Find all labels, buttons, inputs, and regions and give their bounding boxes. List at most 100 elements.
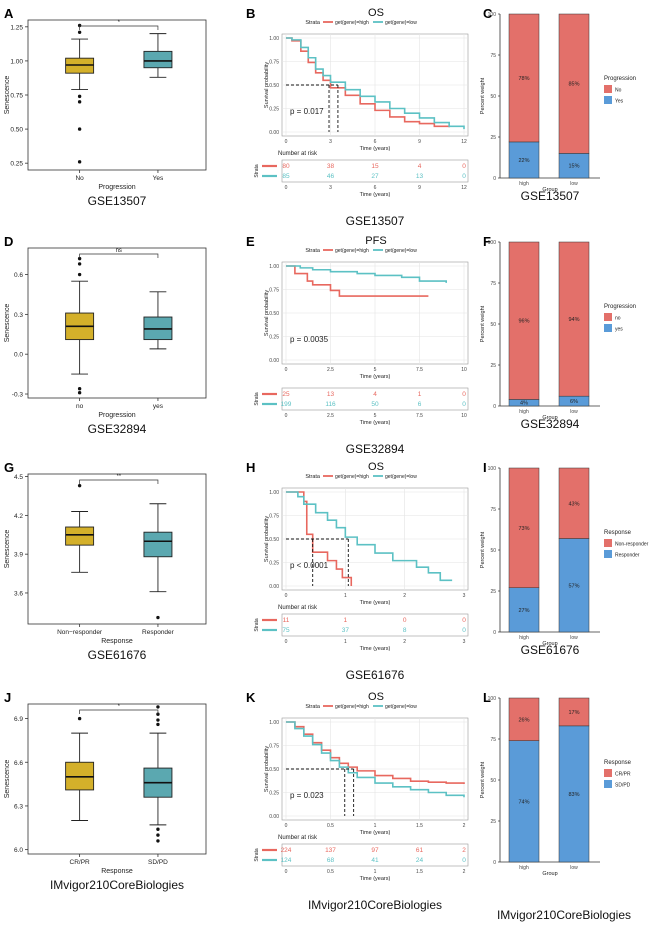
bar-x-tick-label: high: [519, 635, 529, 641]
bar-y-tick-label: 25: [490, 589, 496, 595]
significance-label: *: [118, 20, 121, 26]
bar-x-axis-title: Group: [542, 871, 557, 877]
box-panel-frame: [27, 19, 207, 171]
km-curve-high: [286, 37, 450, 128]
km-x-tick-label: 1: [344, 593, 347, 599]
risk-x-tick-label: 6: [374, 185, 377, 191]
km-y-axis-title: Survival probability: [264, 746, 270, 792]
risk-table-frame: [281, 159, 469, 183]
risk-x-tick-label: 2.5: [327, 413, 334, 419]
bar-segment-Non-responder: [508, 467, 540, 588]
bar-y-axis-title: Percent weight: [480, 77, 486, 114]
km-x-tick-label: 6: [374, 139, 377, 145]
panel-label-I: I: [483, 460, 487, 475]
bar-percent-label: 15%: [568, 164, 579, 170]
bar-legend-key: [604, 313, 612, 321]
y-tick-label: 6.6: [14, 760, 23, 767]
bar-segment-CR/PR: [558, 697, 590, 727]
km-legend-low: get(gene)=low: [385, 20, 417, 26]
box-1: [65, 526, 95, 546]
bar-legend-label: yes: [615, 327, 623, 333]
risk-strata-label: Strata: [254, 392, 260, 406]
y-axis-title: Senescence: [4, 76, 11, 115]
bar-percent-label: 73%: [518, 526, 529, 532]
y-tick-label: 3.6: [14, 590, 23, 597]
km-y-tick-label: 0.25: [269, 107, 279, 113]
bar-legend-label: SD/PD: [615, 783, 631, 789]
risk-count-high: 1: [418, 391, 422, 398]
box-2: [143, 50, 173, 69]
bar-percent-label: 85%: [568, 82, 579, 88]
risk-count-high: 97: [371, 847, 379, 854]
km-curve-high: [286, 491, 353, 586]
x-axis-title: Progression: [98, 184, 135, 191]
km-legend-high: get(gene)=high: [335, 248, 369, 254]
bar-segment-SD/PD: [558, 725, 590, 863]
bar-legend-label: Yes: [615, 99, 624, 105]
km-curve-low: [286, 37, 465, 130]
y-tick-label: 0.0: [14, 352, 23, 359]
km-pvalue: p < 0.0001: [290, 561, 329, 570]
y-tick-label: 4.5: [14, 474, 23, 481]
risk-count-low: 41: [371, 857, 379, 864]
km-title: OS: [368, 7, 384, 19]
km-y-tick-label: 0.75: [269, 744, 279, 750]
bar-percent-label: 22%: [518, 158, 529, 164]
outlier-point: [77, 716, 82, 721]
outlier-point: [156, 718, 160, 722]
risk-x-tick-label: 2: [463, 869, 466, 875]
km-y-tick-label: 0.00: [269, 814, 279, 820]
bar-y-tick-label: 0: [493, 404, 496, 410]
risk-x-axis-title: Time (years): [360, 420, 391, 426]
risk-count-high: 15: [371, 163, 379, 170]
risk-count-high: 38: [327, 163, 335, 170]
x-tick-label: Yes: [153, 175, 164, 182]
x-tick-label: no: [76, 403, 84, 410]
risk-x-tick-label: 3: [463, 639, 466, 645]
risk-count-low: 50: [371, 401, 379, 408]
risk-count-low: 85: [282, 173, 290, 180]
km-curve-low: [286, 491, 453, 582]
bar-y-tick-label: 25: [490, 135, 496, 141]
bar-percent-label: 43%: [568, 501, 579, 507]
bar-y-tick-label: 0: [493, 176, 496, 182]
panel-label-D: D: [4, 234, 13, 249]
km-cohort-title: GSE61676: [346, 668, 405, 682]
risk-table-title: Number at risk: [278, 835, 318, 841]
panel-label-H: H: [246, 460, 255, 475]
km-legend-title: Strata: [305, 474, 321, 480]
x-tick-label: SD/PD: [148, 859, 168, 866]
bar-percent-label: 96%: [518, 319, 529, 325]
risk-count-high: 0: [462, 163, 466, 170]
km-y-tick-label: 0.25: [269, 561, 279, 567]
km-x-tick-label: 2: [463, 823, 466, 829]
bar-segment-No: [508, 13, 540, 143]
y-axis-title: Senescence: [4, 304, 11, 343]
y-tick-label: 3.9: [14, 552, 23, 559]
bar-y-tick-label: 25: [490, 819, 496, 825]
km-x-tick-label: 2: [403, 593, 406, 599]
risk-count-low: 8: [403, 627, 407, 634]
risk-count-high: 0: [462, 391, 466, 398]
significance-bracket: [79, 479, 159, 484]
y-tick-label: 6.0: [14, 847, 23, 854]
km-x-tick-label: 3: [463, 593, 466, 599]
risk-count-low: 0: [462, 173, 466, 180]
risk-count-low: 124: [281, 857, 292, 864]
significance-bracket: [79, 253, 159, 258]
outlier-point: [156, 712, 160, 716]
significance-label: ns: [116, 248, 122, 254]
risk-x-axis-title: Time (years): [360, 876, 391, 882]
panel-label-C: C: [483, 6, 493, 21]
bar-y-tick-label: 75: [490, 53, 496, 59]
km-y-tick-label: 0.50: [269, 311, 279, 317]
bar-x-tick-label: high: [519, 181, 529, 187]
y-tick-label: -0.3: [12, 392, 24, 399]
risk-x-tick-label: 0: [285, 413, 288, 419]
risk-strata-label: Strata: [254, 848, 260, 862]
y-tick-label: 6.3: [14, 803, 23, 810]
km-x-tick-label: 7.5: [416, 367, 423, 373]
risk-count-low: 199: [281, 401, 292, 408]
y-tick-label: 0.75: [10, 93, 23, 100]
km-y-tick-label: 1.00: [269, 36, 279, 42]
